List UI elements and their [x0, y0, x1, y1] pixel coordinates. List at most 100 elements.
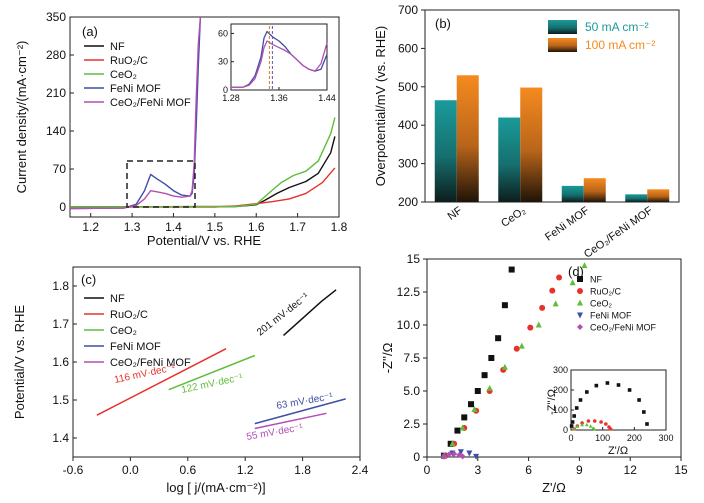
panel-d-inset-point-ruo-c-5	[599, 420, 603, 424]
panel-a-inset-series-feni-mof	[231, 30, 328, 88]
panel-c-series-feni-mof	[254, 398, 346, 425]
panel-d-legend-marker-nf	[577, 276, 583, 282]
panel-d-series	[440, 262, 588, 460]
legend-swatch-100	[548, 38, 577, 52]
panel-a-y-tick-label-3: 210	[46, 86, 66, 100]
panel-d-point-ceo-2	[459, 424, 466, 431]
panel-c-series-ceo-feni-mof	[254, 412, 327, 430]
panel-a-inset-y-tick-label-0: 0	[223, 85, 228, 95]
panel-d-inset-ticks: 0 100 200 300 0 100 200 300	[553, 365, 674, 443]
panel-d-point-ceo-5	[501, 363, 508, 370]
panel-a-inset-ticks: 1.28 1.36 1.44 0 30 60	[218, 28, 336, 103]
panel-b-label: (b)	[435, 16, 451, 31]
panel-b-y-tick-label-1: 300	[398, 157, 418, 171]
panel-d-point-ruo-c-8	[539, 304, 546, 311]
panel-a-series-ceo	[69, 117, 336, 208]
panel-d-inset-point-ceo-3	[585, 422, 589, 427]
panel-b-x-label-ceo: CeO₂	[499, 205, 528, 230]
panel-a-inset-x-tick-label-1: 1.36	[270, 93, 288, 103]
bar-ceo-50	[498, 117, 521, 202]
panel-a-y-ticks: 0 70 140 210 280 350	[46, 10, 74, 214]
panel-d-y-axis-title: -Z''/Ω	[380, 342, 395, 373]
panel-d-legend-marker-ruo-c	[577, 288, 583, 294]
panel-d-inset-point-ceo-2	[580, 422, 584, 427]
panel-a-legend: NF RuO₂/C CeO₂ FeNi MOF CeO₂/FeNi MOF	[84, 41, 191, 109]
panel-d-inset-x-axis-title: Z'/Ω	[608, 445, 628, 457]
panel-d-inset-point-nf-4	[578, 398, 583, 402]
panel-a-legend-label-ceo: CeO₂	[110, 69, 137, 81]
panel-d-point-ceo-6	[518, 342, 525, 349]
panel-c-y-tick-label-0: 1.4	[52, 431, 69, 445]
legend-swatch-50	[548, 20, 577, 34]
panel-a-x-tick-label-1: 1.3	[124, 220, 141, 234]
panel-d-point-nf-8	[495, 335, 502, 342]
panel-a-inset-x-tick-label-0: 1.28	[222, 93, 240, 103]
panel-d-label: (d)	[568, 264, 584, 279]
panel-d-inset-point-nf-6	[594, 383, 599, 388]
bar-ceo-feni-mof-100	[647, 189, 670, 202]
panel-d-inset-point-ruo-c-8	[608, 427, 613, 431]
panel-c-y-tick-label-4: 1.8	[52, 279, 69, 293]
panel-a-inset-y-tick-label-2: 60	[218, 28, 228, 38]
panel-b-x-label-nf: NF	[446, 204, 465, 222]
panel-d-point-ruo-c-9	[549, 287, 556, 294]
panel-c-series-ceo	[168, 354, 256, 391]
panel-d-x-tick-label-2: 6	[525, 463, 532, 477]
panel-c-legend-label-ceo-feni-mof: CeO₂/FeNi MOF	[110, 357, 191, 369]
panel-d-point-nf-9	[501, 302, 508, 309]
panel-d-inset-point-nf-1	[570, 420, 575, 424]
panel-d-inset-point-nf-0	[569, 424, 574, 428]
bar-feni-mof-100	[583, 178, 606, 202]
panel-a-y-tick-label-5: 350	[46, 10, 66, 24]
panel-d-point-nf-2	[454, 427, 461, 434]
panel-c-y-tick-label-1: 1.5	[52, 393, 69, 407]
panel-d-inset-point-ceo-1	[575, 424, 580, 428]
panel-b-legend: 50 mA cm⁻² 100 mA cm⁻²	[548, 20, 655, 52]
panel-d-legend-marker-ceo-feni-mof	[577, 324, 583, 330]
panel-a-label: (a)	[82, 24, 98, 39]
panel-a-y-axis-title: Current density/(mA·cm⁻²)	[14, 41, 29, 194]
bar-feni-mof-50	[561, 185, 584, 202]
panel-d-point-feni-mof-3	[466, 450, 473, 457]
panel-d-legend-label-feni-mof: FeNi MOF	[590, 311, 632, 321]
tafel-annotation-fenimof: 63 mV·dec⁻¹	[276, 391, 335, 412]
panel-c-series-ruo-c	[96, 348, 227, 416]
panel-a-inset-markers	[268, 26, 273, 90]
panel-d-y-tick-label-6: 15	[407, 252, 421, 266]
panel-d-inset-y-tick-label-3: 300	[553, 365, 568, 375]
panel-a-series-ruo-c	[70, 167, 336, 208]
panel-d-x-tick-label-0: 0	[424, 463, 431, 477]
panel-d-inset-x-tick-label-2: 200	[627, 433, 642, 443]
panel-a-series	[69, 16, 336, 210]
panel-a-inset: 1.28 1.36 1.44 0 30 60	[218, 23, 336, 103]
panel-d-legend: NF RuO₂/C CeO₂ FeNi MOF CeO₂/FeNi MOF	[577, 275, 656, 333]
panel-d-point-ruo-c-10	[556, 274, 563, 281]
panel-a-series-ceo-feni-mof	[69, 16, 202, 210]
panel-d-y-tick-label-4: 10.0	[397, 318, 421, 332]
panel-d-point-ceo-feni-mof-4	[459, 453, 466, 460]
panel-a-frame	[69, 16, 340, 218]
panel-a-y-tick-label-2: 140	[46, 124, 66, 138]
panel-d-point-ceo-feni-mof-1	[446, 451, 453, 458]
panel-c-x-tick-label-2: 0.6	[179, 463, 196, 477]
panel-c-y-tick-label-2: 1.6	[52, 355, 69, 369]
panel-a-inset-frame	[230, 23, 328, 91]
panel-d-point-ceo-9	[569, 279, 576, 286]
panel-d-point-nf-3	[461, 414, 468, 421]
panel-a-y-tick-label-4: 280	[46, 48, 66, 62]
panel-c-x-tick-label-4: 1.8	[294, 463, 311, 477]
bar-nf-100	[456, 75, 479, 202]
panel-c-y-axis-title: Potential/V vs. RHE	[12, 305, 27, 419]
panel-d-inset-y-axis-title: -Z''/Ω	[546, 389, 558, 415]
panel-d-inset-point-ceo-0	[572, 426, 576, 431]
panel-d-inset-point-nf-8	[616, 383, 621, 387]
panel-d-x-tick-label-5: 15	[674, 463, 688, 477]
panel-a-x-tick-label-6: 1.8	[331, 220, 348, 234]
panel-b-y-tick-label-5: 700	[398, 3, 418, 17]
panel-a-x-ticks: 1.2 1.3 1.4 1.5 1.6 1.7 1.8	[82, 213, 348, 234]
panel-c-x-axis-title: log [ j/(mA·cm⁻²)]	[166, 480, 265, 495]
panel-a-zoom-box	[126, 160, 196, 208]
panel-a: 0 70 140 210 280 350 1.2 1.3 1.4 1.5 1.6 1.7 1.8 (a…	[14, 10, 348, 248]
panel-a-x-tick-label-4: 1.6	[248, 220, 265, 234]
panel-d-inset-x-tick-label-3: 300	[658, 433, 673, 443]
